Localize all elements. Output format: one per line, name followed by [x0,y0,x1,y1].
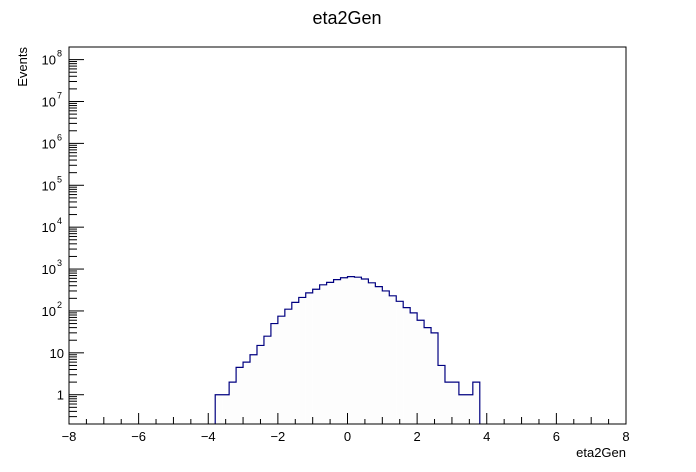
y-tick-label-exponent: 8 [57,49,62,59]
y-tick-label: 1 [57,388,64,403]
y-tick-label-exponent: 3 [57,258,62,268]
y-tick-label: 10 [42,262,56,277]
y-tick-label: 10 [42,53,56,68]
y-tick-label-exponent: 5 [57,174,62,184]
histogram-bin [347,276,355,424]
x-tick-label: 2 [414,429,421,444]
y-tick-label-exponent: 4 [57,216,62,226]
histogram-bin [424,327,432,424]
histogram-bin [291,302,299,424]
x-tick-label: 0 [344,429,351,444]
y-tick-label: 10 [42,94,56,109]
x-tick-label: 6 [553,429,560,444]
histogram-bin [444,382,452,424]
histogram-bin [368,282,376,424]
histogram-bin [243,362,251,424]
histogram-bin [312,289,320,424]
histogram-bin [396,301,404,424]
y-tick-label: 10 [42,220,56,235]
x-tick-label: −8 [62,429,77,444]
histogram-bin [431,332,439,424]
x-tick-label: −4 [201,429,216,444]
x-axis: −8 −6 −4 −2 0 2 4 6 8 [62,413,630,444]
plot-frame [68,46,627,425]
histogram-bin [417,320,425,424]
histogram-bin [333,279,341,424]
histogram-bin [458,394,466,424]
histogram-bin [250,354,257,424]
x-axis-title: eta2Gen [576,445,626,460]
histogram-bin [375,286,383,424]
y-tick-label-exponent: 6 [57,132,62,142]
histogram-bin [229,382,237,424]
histogram-bin [389,295,397,424]
y-tick-label-exponent: 7 [57,90,62,100]
histogram-bin [319,284,327,424]
histogram-bin [465,394,473,424]
y-tick-label: 10 [42,178,56,193]
histogram-bin [284,309,292,424]
x-tick-label: 8 [622,429,629,444]
histogram-bins [214,276,481,424]
histogram-bin [403,307,411,424]
histogram-bin [382,290,390,424]
histogram-bin [451,382,459,424]
histogram-bin [305,292,313,424]
histogram-bin [354,277,362,424]
y-axis-title: Events [15,47,30,87]
histogram-bin [236,367,244,424]
histogram-bin [472,382,480,424]
chart-title: eta2Gen [312,8,381,28]
histogram-bin [326,282,334,424]
y-tick-label: 10 [42,136,56,151]
histogram-bin [277,316,285,424]
histogram-bin [361,278,369,424]
y-tick-label: 10 [50,346,64,361]
histogram-bin [410,312,418,424]
histogram-bin [438,365,445,424]
histogram-bin [215,394,223,424]
x-tick-label: −6 [131,429,146,444]
x-tick-label: 4 [483,429,490,444]
x-tick-label: −2 [270,429,285,444]
histogram-bin [263,336,271,424]
histogram-outline [214,276,481,424]
y-tick-label: 10 [42,304,56,319]
histogram-bin [270,323,278,424]
histogram-bin [298,297,306,424]
histogram-bin [256,345,264,424]
y-tick-label-exponent: 2 [57,300,62,310]
histogram-bin [340,277,348,424]
histogram-bin [222,394,230,424]
